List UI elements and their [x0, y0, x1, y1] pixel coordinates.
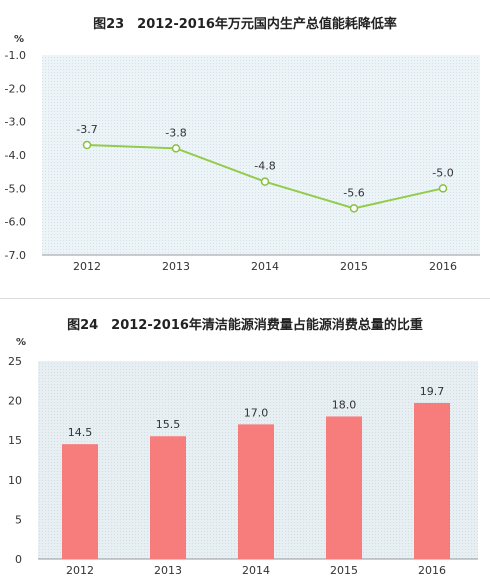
chart1-y-tick-label: -5.0 — [5, 182, 26, 195]
chart1-data-label: -5.6 — [343, 186, 364, 199]
chart1-data-point — [82, 140, 92, 150]
chart2-bar — [414, 402, 450, 559]
charts-divider — [0, 298, 490, 299]
chart2-x-tick-label: 2014 — [242, 564, 270, 577]
chart2-data-label: 18.0 — [332, 398, 357, 411]
chart2-data-label: 14.5 — [68, 426, 93, 439]
chart1-y-tick-label: -7.0 — [5, 249, 26, 262]
chart1-y-tick-label: -4.0 — [5, 149, 26, 162]
chart2-y-tick-label: 15 — [8, 434, 22, 447]
chart2-title: 图24 2012-2016年清洁能源消费量占能源消费总量的比重 — [67, 318, 423, 333]
chart1-y-tick-label: -2.0 — [5, 82, 26, 95]
chart1-y-tick-label: -3.0 — [5, 116, 26, 129]
chart2-y-tick-label: 10 — [8, 474, 22, 487]
chart2-data-label: 15.5 — [156, 418, 181, 431]
chart1-x-tick-label: 2012 — [73, 260, 101, 273]
chart1-energy-consumption-line: -1.0 -2.0 -3.0 -4.0 -5.0 -6.0 -7.0 2012 2013 2014… — [5, 49, 480, 273]
chart1-data-label: -4.8 — [254, 160, 275, 173]
chart2-y-tick-label: 0 — [15, 553, 22, 566]
chart2-y-tick-label: 5 — [15, 513, 22, 526]
chart1-data-label: -5.0 — [432, 166, 453, 179]
chart1-x-tick-label: 2016 — [429, 260, 457, 273]
chart2-unit-label: % — [16, 337, 27, 348]
chart1-unit-label: % — [14, 34, 25, 45]
chart1-title: 图23 2012-2016年万元国内生产总值能耗降低率 — [93, 17, 397, 32]
chart1-x-tick-label: 2015 — [340, 260, 368, 273]
chart1-data-label: -3.8 — [165, 126, 186, 139]
chart1-x-tick-label: 2013 — [162, 260, 190, 273]
chart1-plot-area — [42, 55, 480, 255]
chart2-data-label: 19.7 — [420, 385, 445, 398]
chart2-bar — [326, 416, 362, 559]
chart2-bar — [62, 444, 98, 559]
chart1-data-label: -3.7 — [76, 123, 97, 136]
chart1-y-tick-label: -6.0 — [5, 216, 26, 229]
chart2-y-tick-label: 25 — [8, 355, 22, 368]
chart2-bar — [150, 436, 186, 559]
chart1-data-point — [260, 177, 270, 186]
chart2-x-tick-label: 2015 — [330, 564, 358, 577]
chart2-x-tick-label: 2016 — [418, 564, 446, 577]
chart2-data-label: 17.0 — [244, 406, 269, 419]
chart1-x-tick-label: 2014 — [251, 260, 279, 273]
chart1-data-point — [349, 204, 359, 213]
chart2-x-tick-label: 2012 — [66, 564, 94, 577]
chart2-y-tick-label: 20 — [8, 395, 22, 408]
chart2-x-tick-label: 2013 — [154, 564, 182, 577]
chart1-y-tick-label: -1.0 — [5, 49, 26, 62]
chart2-bar — [238, 424, 274, 559]
chart1-data-point — [171, 144, 181, 153]
chart1-data-point — [438, 184, 448, 193]
